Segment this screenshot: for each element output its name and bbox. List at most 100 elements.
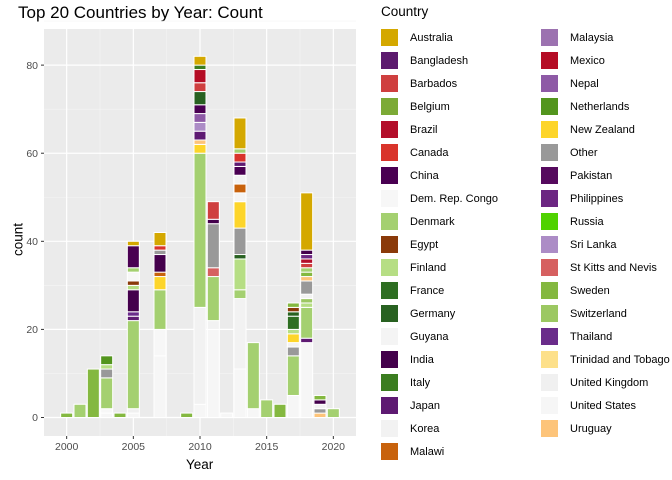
bar-segment: [126, 240, 140, 247]
bar-segment: [206, 201, 220, 220]
legend-item: Canada: [381, 141, 449, 164]
y-tick-label: 40: [26, 236, 38, 248]
bar-segment: [300, 271, 314, 278]
bar-segment: [300, 306, 314, 339]
legend-item: Netherlands: [541, 95, 629, 118]
legend-item: Mexico: [541, 49, 605, 72]
bar-segment: [180, 412, 194, 419]
bar-segment: [286, 315, 300, 330]
bar-segment: [126, 280, 140, 286]
bar-segment: [193, 121, 207, 132]
bar-segment: [233, 227, 247, 256]
chart-title: Top 20 Countries by Year: Count: [18, 3, 263, 22]
bar-segment: [273, 403, 287, 418]
legend-label: Canada: [410, 146, 449, 159]
bar-segment: [233, 289, 247, 300]
legend-item: Italy: [381, 371, 430, 394]
legend-swatch: [541, 351, 558, 368]
bar-segment: [126, 284, 140, 291]
legend-item: Finland: [381, 256, 446, 279]
bar-segment: [126, 245, 140, 269]
legend-swatch: [381, 374, 398, 391]
legend-label: China: [410, 169, 439, 182]
bar-segment: [300, 337, 314, 344]
bar-segment: [300, 302, 314, 308]
x-tick-label: 2005: [122, 441, 146, 453]
legend-swatch: [541, 420, 558, 437]
legend-swatch: [541, 75, 558, 92]
bar-segment: [233, 152, 247, 163]
legend-swatch: [381, 75, 398, 92]
legend-swatch: [381, 98, 398, 115]
legend-item: Guyana: [381, 325, 449, 348]
bar-segment: [313, 394, 327, 401]
legend-label: Brazil: [410, 123, 438, 136]
legend-item: Sweden: [541, 279, 610, 302]
legend-label: Bangladesh: [410, 54, 469, 67]
bar-segment: [233, 117, 247, 150]
bar-segment: [193, 113, 207, 123]
bar-segment: [126, 408, 140, 414]
legend-item: Australia: [381, 26, 453, 49]
bar-segment: [286, 328, 300, 335]
legend-label: Trinidad and Tobago: [570, 353, 670, 366]
bar-segment: [206, 320, 220, 330]
legend-swatch: [381, 144, 398, 161]
bar-segment: [206, 276, 220, 322]
legend-label: Egypt: [410, 238, 439, 251]
bar-segment: [286, 394, 300, 419]
legend-label: Russia: [570, 215, 604, 228]
bar-segment: [153, 232, 167, 247]
bar-segment: [193, 82, 207, 93]
legend-label: Italy: [410, 376, 431, 389]
bar-segment: [313, 408, 327, 414]
legend-item: Barbados: [381, 72, 457, 95]
legend-swatch: [541, 374, 558, 391]
bar-segment: [86, 368, 100, 418]
legend-swatch: [541, 259, 558, 276]
legend-item: India: [381, 348, 434, 371]
bar-segment: [206, 328, 220, 418]
legend-swatch: [381, 351, 398, 368]
bar-segment: [153, 245, 167, 251]
legend-label: Guyana: [410, 330, 449, 343]
bar-segment: [193, 64, 207, 71]
legend-swatch: [541, 236, 558, 253]
bar-segment: [126, 267, 140, 273]
x-tick-label: 2010: [188, 441, 212, 453]
legend-label: United Kingdom: [570, 376, 649, 389]
y-tick-label: 0: [32, 412, 38, 424]
bar-segment: [300, 249, 314, 256]
bar-segment: [153, 355, 167, 419]
legend-label: France: [410, 284, 445, 297]
bar-segment: [100, 368, 114, 379]
legend-swatch: [541, 167, 558, 184]
legend-label: Mexico: [570, 54, 605, 67]
legend-swatch: [381, 190, 398, 207]
bar-segment: [153, 254, 167, 273]
bar-segment: [193, 130, 207, 141]
legend-label: Korea: [410, 422, 440, 435]
bar-segment: [153, 328, 167, 357]
legend-swatch: [541, 213, 558, 230]
bar-segment: [233, 258, 247, 291]
bar-segment: [100, 412, 114, 419]
legend-swatch: [381, 121, 398, 138]
legend-item: Belgium: [381, 95, 450, 118]
bar-segment: [313, 403, 327, 410]
legend-swatch: [381, 282, 398, 299]
legend-item: Denmark: [381, 210, 455, 233]
legend-label: Netherlands: [570, 100, 630, 113]
bar-segment: [286, 346, 300, 357]
legend-item: Brazil: [381, 118, 438, 141]
legend-label: Sri Lanka: [570, 238, 617, 251]
bar-segment: [60, 412, 74, 419]
bar-segment: [286, 306, 300, 313]
legend-item: Pakistan: [541, 164, 612, 187]
legend-label: Pakistan: [570, 169, 613, 182]
legend-label: Dem. Rep. Congo: [410, 192, 499, 205]
legend-swatch: [541, 121, 558, 138]
legend-item: Switzerland: [541, 302, 627, 325]
legend-item: Bangladesh: [381, 49, 468, 72]
bar-segment: [193, 143, 207, 154]
